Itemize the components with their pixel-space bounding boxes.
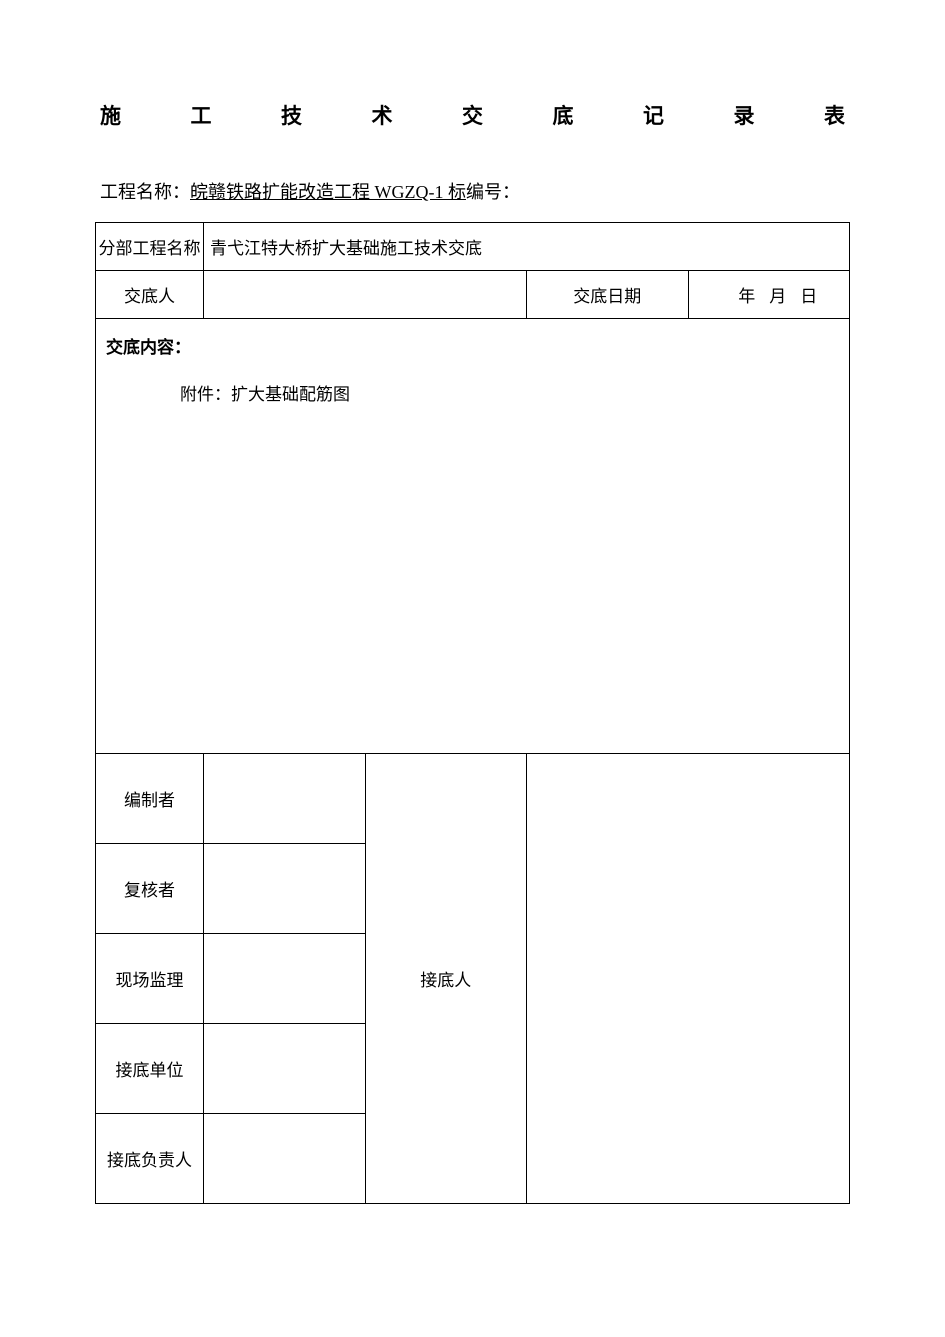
receiver-label: 接底人: [365, 754, 527, 1204]
supervisor-value: [204, 934, 366, 1024]
table-row: 编制者 接底人: [96, 754, 850, 844]
reviewer-value: [204, 844, 366, 934]
compiler-label: 编制者: [96, 754, 204, 844]
receiver-person-value: [204, 1114, 366, 1204]
project-name-value: 皖赣铁路扩能改造工程 WGZQ-1 标: [190, 182, 466, 202]
project-label: 工程名称：: [100, 182, 190, 202]
date-label: 交底日期: [527, 271, 689, 319]
presenter-value: [204, 271, 527, 319]
content-label: 交底内容：: [106, 333, 839, 358]
serial-label: 编号：: [466, 182, 520, 202]
sub-project-value: 青弋江特大桥扩大基础施工技术交底: [204, 223, 850, 271]
supervisor-label: 现场监理: [96, 934, 204, 1024]
receiver-value: [527, 754, 850, 1204]
compiler-value: [204, 754, 366, 844]
receiver-unit-value: [204, 1024, 366, 1114]
table-row: 交底人 交底日期 年月日: [96, 271, 850, 319]
content-attachment: 附件：扩大基础配筋图: [106, 380, 839, 405]
receiver-unit-label: 接底单位: [96, 1024, 204, 1114]
reviewer-label: 复核者: [96, 844, 204, 934]
presenter-label: 交底人: [96, 271, 204, 319]
project-info-line: 工程名称：皖赣铁路扩能改造工程 WGZQ-1 标编号：: [95, 178, 850, 204]
sub-project-label: 分部工程名称: [96, 223, 204, 271]
table-row: 分部工程名称 青弋江特大桥扩大基础施工技术交底: [96, 223, 850, 271]
receiver-person-label: 接底负责人: [96, 1114, 204, 1204]
content-cell: 交底内容： 附件：扩大基础配筋图: [96, 319, 850, 754]
page-title: 施工技术交底记录表: [95, 100, 850, 130]
table-row: 交底内容： 附件：扩大基础配筋图: [96, 319, 850, 754]
date-value: 年月日: [688, 271, 850, 319]
disclosure-table: 分部工程名称 青弋江特大桥扩大基础施工技术交底 交底人 交底日期 年月日 交底内…: [95, 222, 850, 1204]
